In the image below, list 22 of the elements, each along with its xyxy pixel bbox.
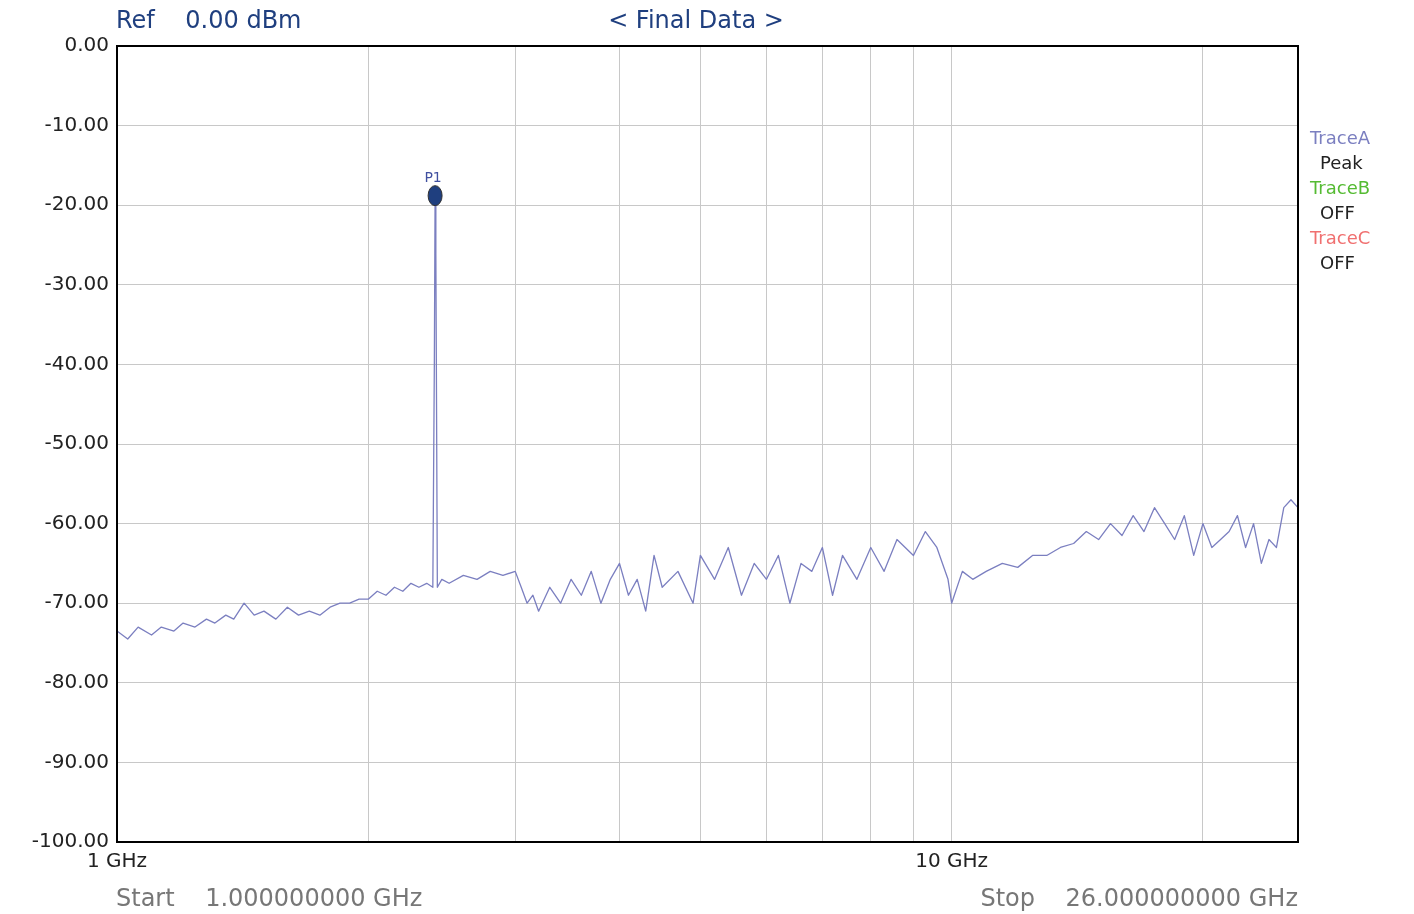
text: OFF xyxy=(1319,201,1356,225)
y-tick-label: -10.00 xyxy=(44,111,109,136)
legend-label: TraceB xyxy=(1310,176,1371,200)
y-tick-label: -60.00 xyxy=(44,509,109,534)
legend-label: TraceC xyxy=(1310,226,1371,250)
y-tick-label: 0.00 xyxy=(64,32,109,57)
y-tick-label: -30.00 xyxy=(44,271,109,295)
y-tick-label: -20.00 xyxy=(44,191,109,216)
text: Ref 0.00 dBm xyxy=(116,6,302,34)
text: Stop 26.000000000 GHz xyxy=(980,884,1298,912)
y-tick-label: -90.00 xyxy=(44,748,109,773)
text: TraceA xyxy=(1310,126,1371,150)
y-tick-label: -50.00 xyxy=(44,430,109,455)
y-tick-label: -70.00 xyxy=(44,589,109,614)
x-tick-label: 10 GHz xyxy=(915,848,989,873)
chart-title: < Final Data > xyxy=(608,6,784,34)
text: Start 1.000000000 GHz xyxy=(116,884,423,912)
annotation: P1 xyxy=(424,169,442,186)
text: OFF xyxy=(1319,251,1356,275)
y-tick-label: -40.00 xyxy=(44,350,109,375)
y-tick-label: -80.00 xyxy=(44,669,109,693)
text: Peak xyxy=(1319,151,1364,175)
